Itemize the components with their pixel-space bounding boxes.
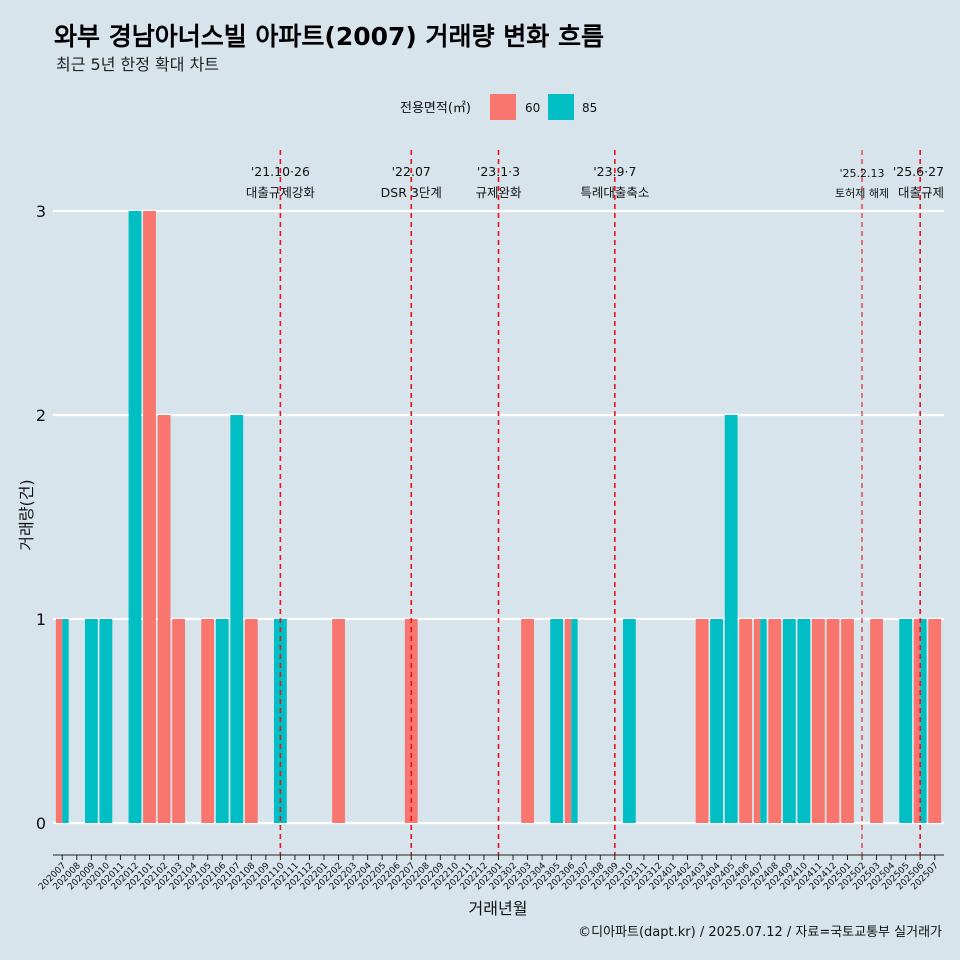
bar-85-202506	[920, 619, 927, 823]
annotation-date: '22.07	[392, 164, 431, 179]
annotation-date: '25.2.13	[840, 167, 885, 180]
bar-85-202310	[622, 619, 636, 823]
bar-60-202102	[157, 415, 171, 823]
annotation-label: DSR 3단계	[381, 185, 442, 200]
legend-title: 전용면적(㎡)	[400, 101, 471, 116]
annotation-label: 대출규제강화	[246, 185, 316, 200]
policy-lines	[279, 150, 921, 855]
bar-60-202101	[143, 211, 156, 823]
chart-subtitle: 최근 5년 한정 확대 차트	[56, 55, 219, 74]
bar-60-202501	[841, 619, 854, 823]
bar-60-202306	[564, 619, 572, 823]
annotation-date: '25.6·27	[893, 164, 944, 179]
bar-60-202103	[172, 619, 185, 823]
bar-85-202407	[760, 619, 767, 823]
annotation-date: '23.1·3	[477, 164, 520, 179]
legend-label-60: 60	[525, 101, 540, 115]
annotation-label: 규제완화	[475, 185, 522, 200]
bar-60-202403	[695, 619, 709, 823]
legend-swatch-85	[548, 94, 574, 120]
caption: ©디아파트(dapt.kr) / 2025.07.12 / 자료=국토교통부 실…	[578, 925, 942, 940]
bar-60-202506	[913, 619, 921, 823]
annotation-label: 특례대출축소	[580, 185, 649, 200]
bar-60-202412	[826, 619, 840, 823]
bar-85-202010	[99, 619, 113, 823]
bar-60-202408	[768, 619, 782, 823]
bar-60-202007	[55, 619, 63, 823]
bar-60-202202	[332, 619, 345, 823]
annotation-label: 대출규제	[898, 185, 944, 200]
x-axis: 2020072020082020092020102020112020122021…	[37, 854, 944, 892]
chart-title: 와부 경남아너스빌 아파트(2007) 거래량 변화 흐름	[54, 22, 604, 51]
bar-85-202409	[782, 619, 796, 823]
bar-85-202107	[230, 415, 244, 823]
bar-60-202406	[739, 619, 753, 823]
bar-60-202105	[201, 619, 215, 823]
bar-60-202503	[870, 619, 883, 823]
bar-85-202012	[128, 211, 142, 823]
annotation-date: '21.10·26	[251, 164, 310, 179]
annotation-label: 토허제 해제	[835, 186, 889, 200]
y-axis-title: 거래량(건)	[17, 479, 36, 550]
policy-annotations: '21.10·26 대출규제강화 '22.07 DSR 3단계 '23.1·3 규제완화 '…	[246, 164, 944, 200]
legend-label-85: 85	[582, 101, 597, 115]
legend: 전용면적(㎡) 60 85	[400, 94, 597, 120]
bar-60-202108	[244, 619, 258, 823]
bar-60-202411	[812, 619, 825, 823]
bar-85-202306	[571, 619, 578, 823]
y-tick-label: 3	[36, 202, 46, 221]
bar-85-202007	[62, 619, 69, 823]
bar-85-202305	[550, 619, 564, 823]
bar-60-202407	[753, 619, 761, 823]
bar-60-202507	[928, 619, 942, 823]
y-tick-label: 2	[36, 406, 46, 425]
y-tick-label: 0	[36, 814, 46, 833]
bars	[55, 211, 942, 823]
bar-60-202303	[521, 619, 534, 823]
bar-85-202404	[710, 619, 724, 823]
annotation-date: '23.9·7	[593, 164, 636, 179]
y-axis-ticks: 0 1 2 3	[36, 202, 46, 833]
gridlines	[53, 209, 944, 825]
bar-85-202106	[215, 619, 229, 823]
y-tick-label: 1	[36, 610, 46, 629]
x-axis-title: 거래년월	[469, 899, 528, 918]
bar-85-202505	[899, 619, 913, 823]
bar-85-202405	[724, 415, 738, 823]
bar-85-202410	[797, 619, 811, 823]
legend-swatch-60	[490, 94, 516, 120]
bar-85-202009	[84, 619, 98, 823]
